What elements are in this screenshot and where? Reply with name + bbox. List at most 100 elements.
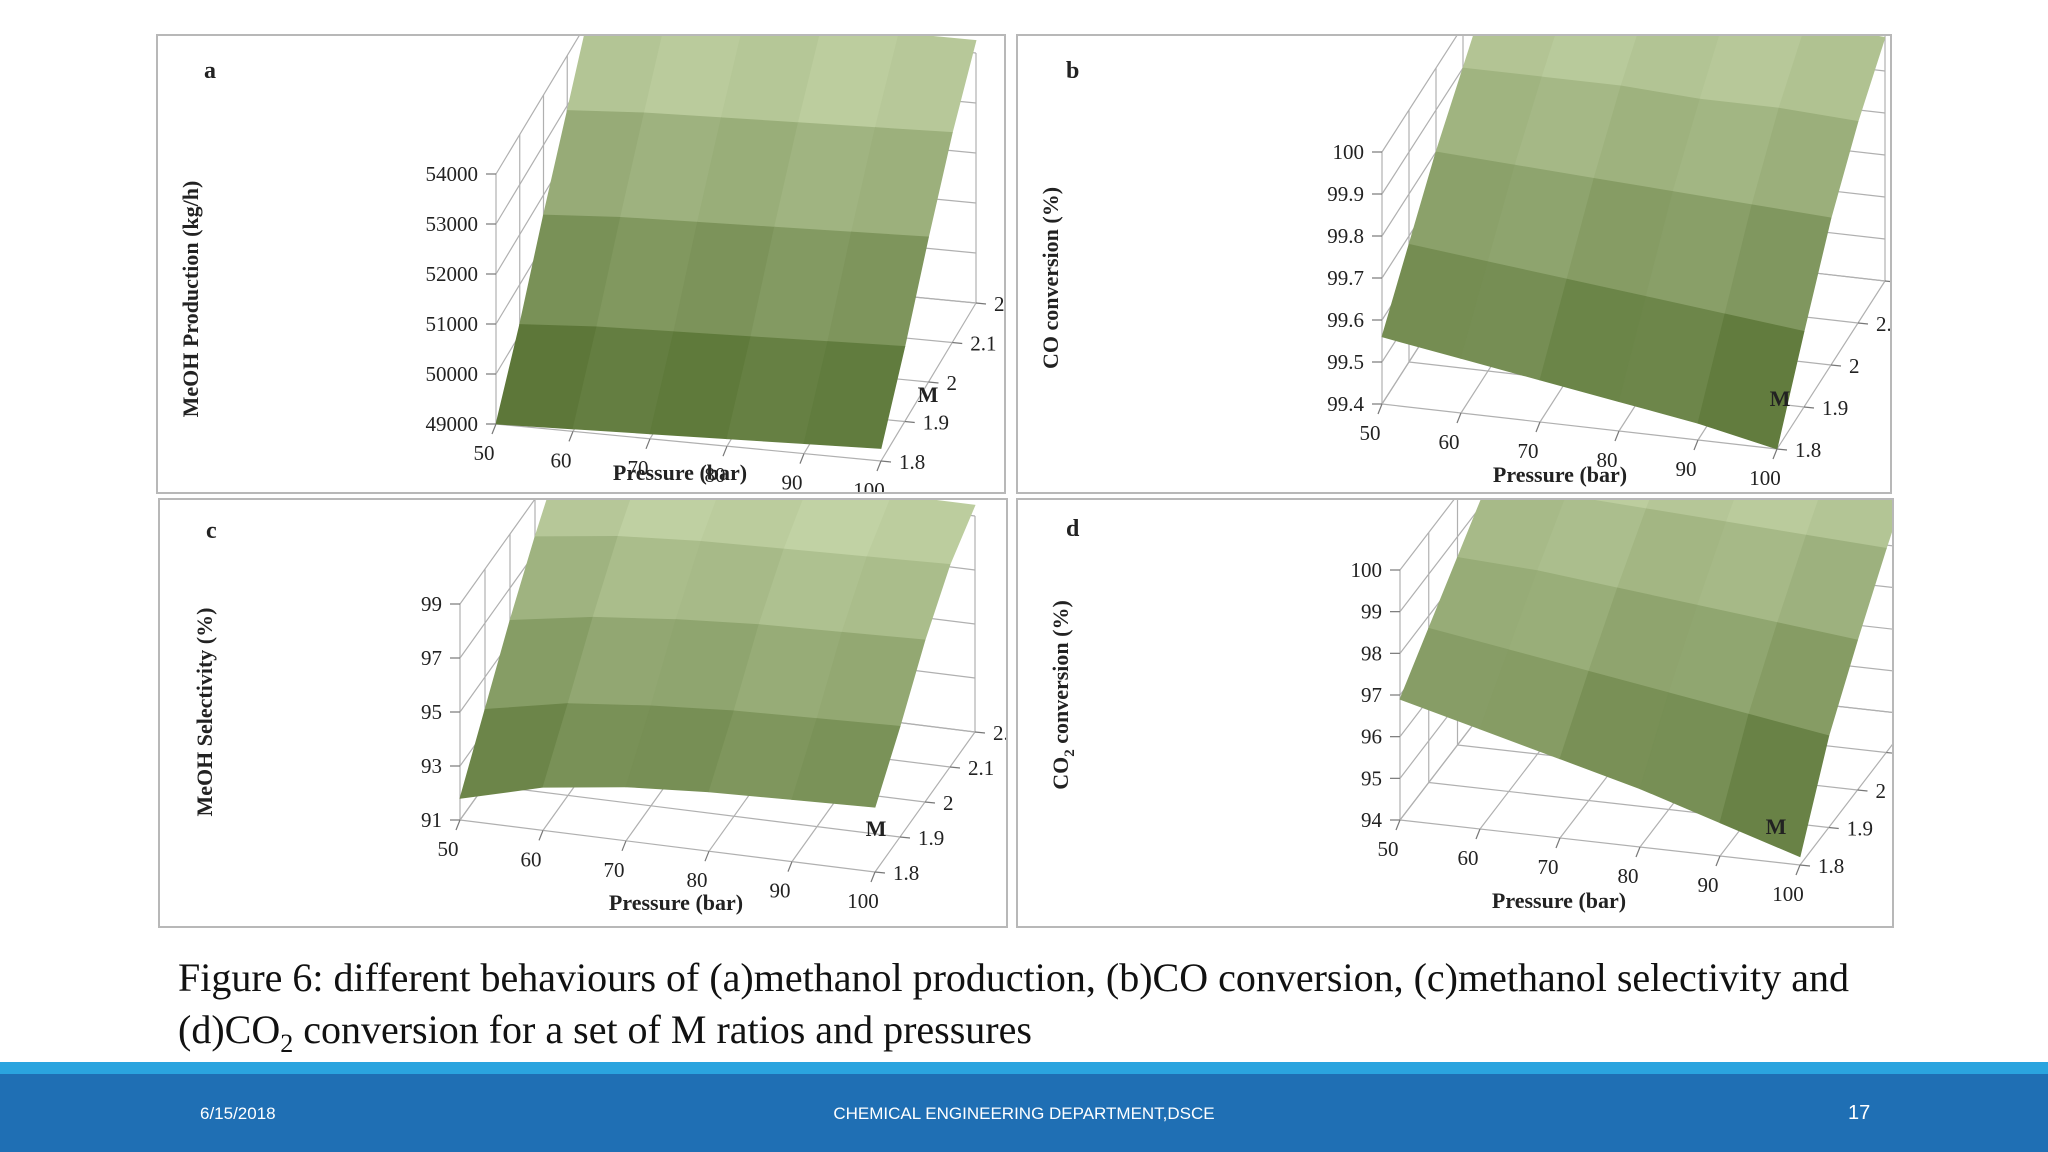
x-tick-mark xyxy=(1456,412,1462,424)
x-tick-label: 70 xyxy=(1538,855,1559,879)
z-tick-label: 99.4 xyxy=(1327,392,1364,416)
z-tick-label: 53000 xyxy=(426,212,479,236)
m-tick-mark xyxy=(1886,751,1892,754)
z-tick-label: 50000 xyxy=(426,362,479,386)
chart-d: 94959697989910050607080901001.81.922.12.… xyxy=(1048,500,1892,913)
x-tick-mark xyxy=(455,819,461,831)
x-tick-label: 90 xyxy=(1676,457,1697,481)
x-tick-mark xyxy=(568,431,574,442)
m-tick-mark xyxy=(1857,789,1868,792)
m-tick-label: 2 xyxy=(943,791,954,815)
m-tick-label: 2.1 xyxy=(1876,312,1890,336)
footer-stripe xyxy=(0,1062,2048,1074)
z-tick-label: 93 xyxy=(421,754,442,778)
z-tick-label: 97 xyxy=(1361,683,1382,707)
x-tick-label: 50 xyxy=(1378,837,1399,861)
panel-label: d xyxy=(1066,516,1080,542)
x-tick-mark xyxy=(1555,837,1561,849)
m-tick-label: 2.1 xyxy=(968,756,994,780)
m-tick-mark xyxy=(952,341,963,345)
m-tick-mark xyxy=(975,302,987,305)
surface-patch xyxy=(1719,713,1830,858)
panel-label: a xyxy=(204,58,216,84)
caption-subscript: 2 xyxy=(280,1029,294,1058)
chart-b: 99.4 99.5 99.6 99.7 99.8 99.9 100 50 60 70 80 90 100… xyxy=(1038,36,1890,490)
z-tick-label: 52000 xyxy=(426,262,479,286)
m-tick-label: 1.8 xyxy=(893,861,919,885)
z-tick-label: 99 xyxy=(421,592,442,616)
m-tick-mark xyxy=(1857,322,1869,325)
x-tick-label: 90 xyxy=(770,879,791,903)
m-axis-title: M xyxy=(918,382,939,407)
z-tick-label: 99 xyxy=(1361,600,1382,624)
x-tick-mark xyxy=(621,840,627,852)
z-tick-label: 49000 xyxy=(426,412,479,436)
x-tick-label: 100 xyxy=(1749,466,1781,490)
m-tick-mark xyxy=(924,801,936,804)
caption-text-2: conversion for a set of M ratios and pre… xyxy=(293,1007,1032,1052)
z-tick-label: 54000 xyxy=(426,162,479,186)
m-tick-label: 1.9 xyxy=(918,826,944,850)
z-tick-label: 99.6 xyxy=(1327,308,1364,332)
x-tick-label: 60 xyxy=(521,847,542,871)
chart-panel-c: 91 93 95 97 99 50 60 70 80 90 100 1.8 1.9 2 2.1 2.2 c Pre… xyxy=(158,498,1008,928)
x-tick-label: 100 xyxy=(853,478,885,492)
m-axis-title: M xyxy=(866,816,887,841)
x-tick-mark xyxy=(538,830,544,841)
x-tick-label: 80 xyxy=(1618,864,1639,888)
x-tick-mark xyxy=(722,445,728,457)
surface-patch xyxy=(803,341,906,449)
m-tick-label: 1.9 xyxy=(1822,396,1848,420)
m-tick-mark xyxy=(1803,406,1815,409)
z-tick-label: 100 xyxy=(1351,558,1383,582)
z-tick-label: 96 xyxy=(1361,725,1382,749)
m-tick-mark xyxy=(874,871,886,874)
m-tick-mark xyxy=(974,731,986,734)
floor-grid-line xyxy=(484,784,901,838)
x-tick-label: 70 xyxy=(1518,439,1539,463)
side-wall-grid-line xyxy=(1399,500,1455,571)
m-tick-label: 1.9 xyxy=(1847,817,1873,841)
x-tick-mark xyxy=(645,438,651,450)
x-tick-mark xyxy=(799,453,805,464)
y-axis-title: CO conversion (%) xyxy=(1038,187,1063,369)
x-tick-mark xyxy=(1377,403,1383,415)
x-axis-title: Pressure (bar) xyxy=(1492,888,1626,913)
x-tick-mark xyxy=(704,850,710,862)
z-tick-label: 100 xyxy=(1333,140,1365,164)
chart-c: 91 93 95 97 99 50 60 70 80 90 100 1.8 1.9 2 2.1 2.2 c Pre… xyxy=(192,500,1006,915)
z-tick-label: 95 xyxy=(1361,766,1382,790)
x-tick-label: 90 xyxy=(782,471,803,492)
z-tick-label: 95 xyxy=(421,700,442,724)
x-tick-mark xyxy=(1395,819,1401,831)
side-wall-grid-line xyxy=(495,36,580,175)
chart-a: 49000 50000 51000 52000 53000 54000 50 60 70 80 90… xyxy=(178,36,1004,492)
chart-panel-b: 99.4 99.5 99.6 99.7 99.8 99.9 100 50 60 70 80 90 100… xyxy=(1016,34,1892,494)
x-tick-mark xyxy=(1535,421,1541,433)
x-tick-label: 100 xyxy=(847,889,879,913)
x-axis-title: Pressure (bar) xyxy=(609,890,743,915)
m-tick-mark xyxy=(949,766,961,769)
side-wall-grid-line xyxy=(1381,36,1458,153)
x-axis-title: Pressure (bar) xyxy=(1493,462,1627,487)
x-axis-title: Pressure (bar) xyxy=(613,460,747,485)
y-axis-title: MeOH Selectivity (%) xyxy=(192,608,217,817)
m-tick-mark xyxy=(904,420,915,424)
m-axis-title: M xyxy=(1766,814,1787,839)
x-tick-mark xyxy=(1475,828,1481,840)
x-tick-mark xyxy=(491,423,497,435)
m-tick-label: 2 xyxy=(1876,779,1887,803)
chart-panel-d: 94959697989910050607080901001.81.922.12.… xyxy=(1016,498,1894,928)
m-tick-label: 1.8 xyxy=(1795,438,1821,462)
side-wall-grid-line xyxy=(1399,500,1487,613)
x-tick-mark xyxy=(870,871,876,883)
x-tick-label: 60 xyxy=(551,448,572,472)
figure-caption: Figure 6: different behaviours of (a)met… xyxy=(178,952,1918,1070)
m-tick-label: 2.2 xyxy=(993,721,1006,745)
side-wall-grid-line xyxy=(459,500,536,605)
z-tick-label: 99.7 xyxy=(1327,266,1364,290)
x-tick-label: 80 xyxy=(1597,448,1618,472)
surface-patch xyxy=(791,718,901,808)
m-tick-label: 1.8 xyxy=(899,450,925,474)
m-tick-label: 1.9 xyxy=(923,411,949,435)
